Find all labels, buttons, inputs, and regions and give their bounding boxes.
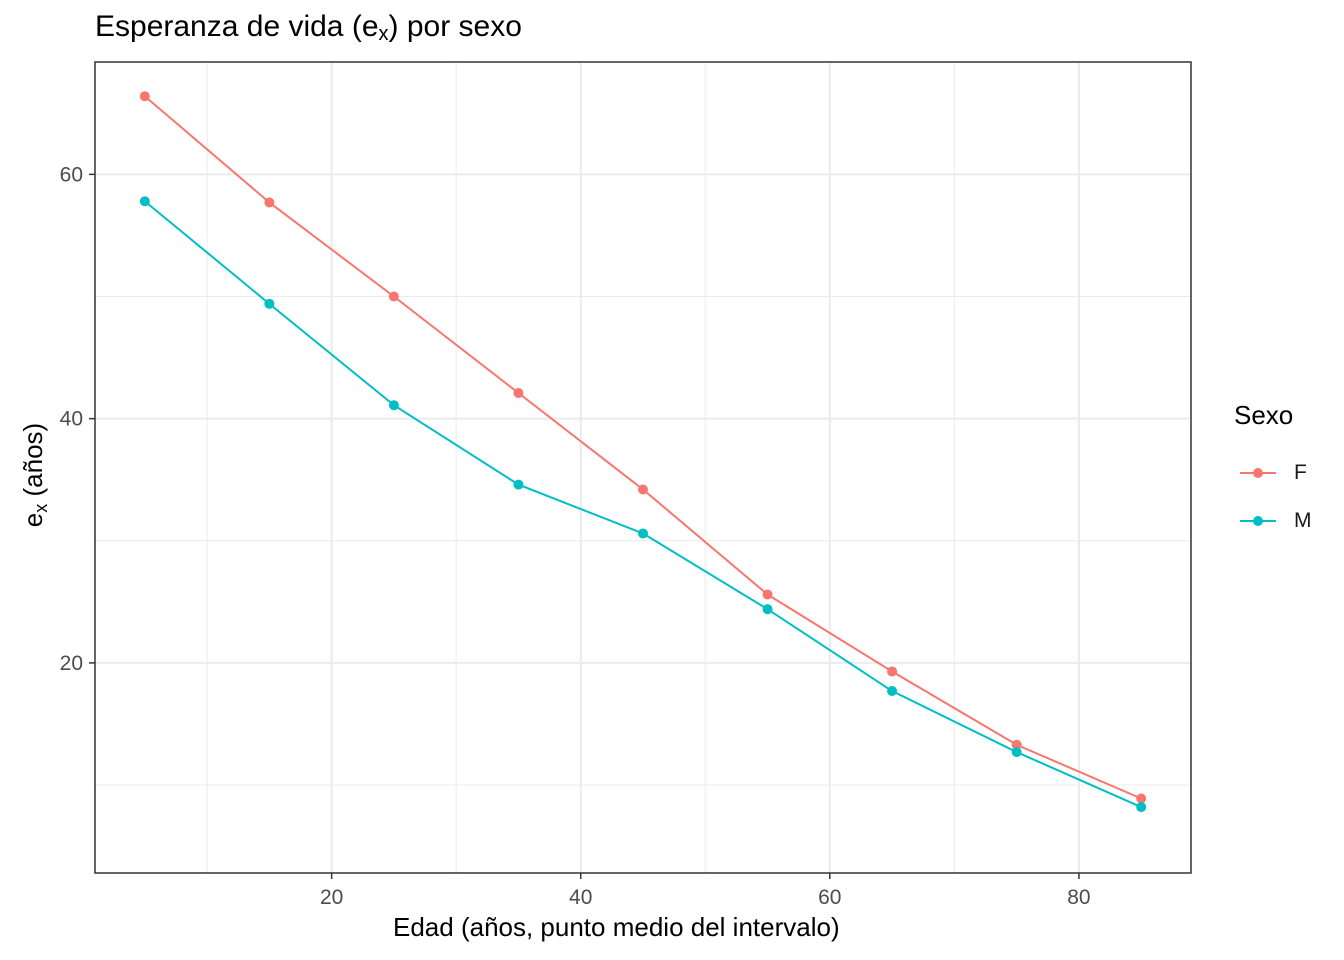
x-tick-label: 60 [818, 886, 841, 909]
major-gridlines [95, 62, 1191, 873]
data-point-f [139, 91, 150, 102]
y-axis-title: ex (años) [18, 422, 51, 528]
data-point-m [264, 298, 275, 309]
y-tick-label: 60 [60, 163, 83, 186]
x-tick-label: 20 [320, 886, 343, 909]
data-point-m [513, 479, 524, 490]
axis-tick-labels: 20 40 60 80 20 40 60 [60, 163, 1091, 909]
data-point-f [638, 484, 648, 495]
data-point-m [139, 196, 150, 207]
data-point-m [388, 400, 399, 411]
data-point-f [887, 666, 898, 677]
legend-item-m: M [1234, 497, 1312, 545]
legend-key-m [1236, 511, 1280, 531]
data-point-m [1011, 747, 1022, 758]
data-point-f [1011, 739, 1022, 750]
plot-panel-border [94, 61, 1192, 874]
data-point-f [388, 291, 399, 302]
series-layer [139, 91, 1147, 813]
x-tick-label: 40 [569, 886, 592, 909]
data-point-f [1136, 793, 1147, 804]
series-line-m [144, 200, 1142, 808]
legend-label-m: M [1294, 509, 1312, 532]
legend-item-f: F [1234, 449, 1312, 497]
axis-ticks [89, 173, 1080, 879]
legend-title: Sexo [1234, 400, 1294, 430]
data-point-m [762, 604, 773, 615]
y-axis-title-wrap: ex (años) [18, 0, 58, 960]
data-point-f [513, 387, 524, 398]
data-point-f [264, 197, 275, 208]
data-point-m [887, 686, 898, 697]
legend-key-f [1236, 463, 1280, 483]
legend: Sexo F M [1234, 400, 1312, 545]
y-tick-label: 20 [60, 652, 83, 675]
x-tick-label: 80 [1067, 886, 1090, 909]
legend-label-f: F [1294, 461, 1307, 484]
y-tick-label: 40 [60, 408, 83, 431]
series-line-f [144, 95, 1142, 800]
x-axis-title: Edad (años, punto medio del intervalo) [393, 912, 840, 942]
chart-title: Esperanza de vida (ex) por sexo [95, 10, 522, 45]
minor-gridlines [95, 62, 1191, 873]
data-point-f [762, 589, 773, 600]
data-point-m [1136, 802, 1147, 813]
data-point-m [638, 528, 648, 539]
